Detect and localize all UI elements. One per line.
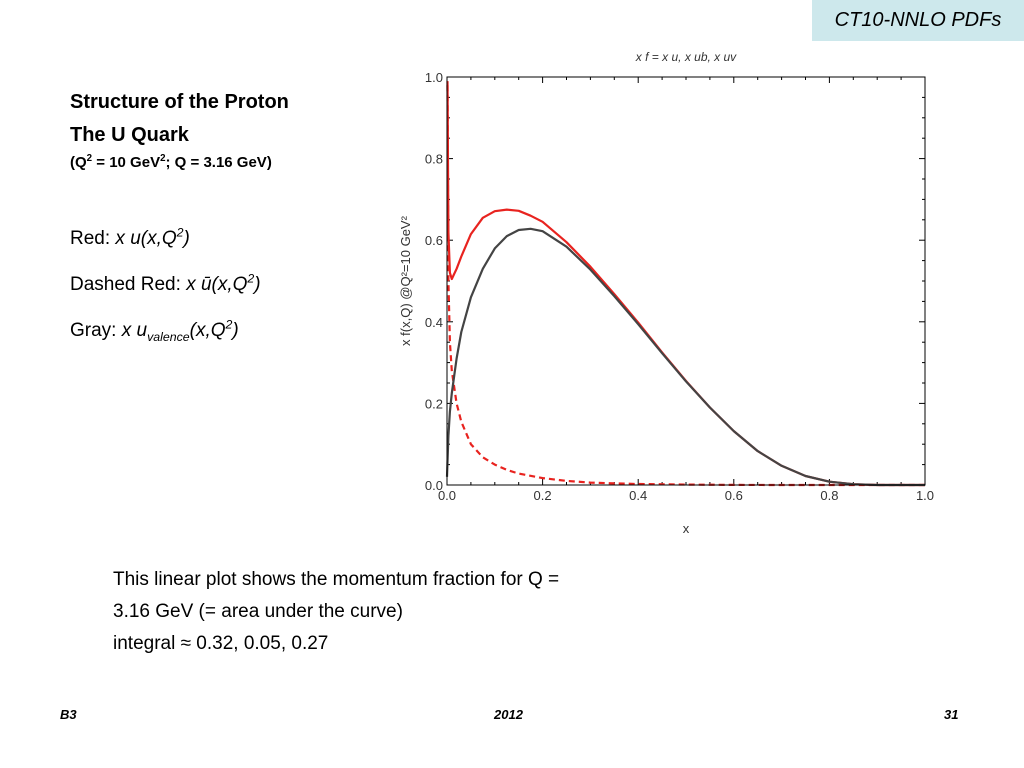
y-tick-label: 0.0 <box>425 478 443 493</box>
key-expr-text: x u <box>121 320 148 341</box>
key-expr-text: x u(x,Q <box>115 228 177 249</box>
key-sup: 2 <box>225 317 233 332</box>
y-tick-label: 0.6 <box>425 233 443 248</box>
x-tick-label: 1.0 <box>916 488 934 503</box>
series-line-1 <box>446 81 925 487</box>
key-expr: x u(x,Q2) <box>115 225 190 249</box>
footer-center: 2012 <box>494 707 523 722</box>
key-sup: 2 <box>247 271 255 286</box>
key-expr: x uvalence(x,Q2) <box>121 317 239 344</box>
y-axis-label: x f(x,Q) @Q²=10 GeV² <box>398 215 413 346</box>
header-tag: CT10-NNLO PDFs <box>812 0 1024 41</box>
key-expr: x ū(x,Q2) <box>186 271 261 295</box>
note-line: integral ≈ 0.32, 0.05, 0.27 <box>113 633 329 654</box>
curve-key: Red: x u(x,Q2) Dashed Red: x ū(x,Q2) Gra… <box>70 225 261 366</box>
x-tick-label: 0.0 <box>438 488 456 503</box>
key-expr-text: (x,Q <box>189 320 226 341</box>
x-tick-label: 0.4 <box>629 488 647 503</box>
x-axis-label: x <box>683 521 690 536</box>
key-label: Red: <box>70 228 116 249</box>
key-close: ) <box>183 228 190 249</box>
plot-frame <box>446 76 926 486</box>
key-red: Red: x u(x,Q2) <box>70 225 261 274</box>
x-tick-label: 0.2 <box>534 488 552 503</box>
y-tick-label: 0.4 <box>425 315 443 330</box>
header-tag-text: CT10-NNLO PDFs <box>834 9 1002 31</box>
footer-page-number: 31 <box>944 707 959 722</box>
y-tick-label: 0.8 <box>425 152 443 167</box>
scale-note-part: = 10 GeV <box>92 154 161 171</box>
explanation-note: This linear plot shows the momentum frac… <box>113 564 559 660</box>
slide-title: Structure of the Proton <box>70 91 289 113</box>
key-label: Gray: <box>70 320 122 341</box>
key-label: Dashed Red: <box>70 274 187 295</box>
scale-note-part: (Q <box>70 154 87 171</box>
pdf-line-chart: x f = x u, x ub, x uv 0.0 0.2 0.4 0.6 0.8 1.0 0… <box>398 50 934 536</box>
scale-note-part: ; Q = 3.16 GeV) <box>165 154 272 171</box>
y-tick-label: 1.0 <box>425 70 443 85</box>
y-tick-label: 0.2 <box>425 396 443 411</box>
x-tick-label: 0.8 <box>820 488 838 503</box>
key-close: ) <box>232 320 239 341</box>
key-close: ) <box>254 274 261 295</box>
key-expr-text: x ū(x,Q <box>186 274 248 295</box>
scale-note-sup: 2 <box>86 153 93 164</box>
scale-note: (Q2 = 10 GeV2; Q = 3.16 GeV) <box>70 152 289 174</box>
key-gray: Gray: x uvalence(x,Q2) <box>70 317 261 366</box>
key-sup: 2 <box>176 225 184 240</box>
x-tick-label: 0.6 <box>725 488 743 503</box>
key-sub: valence <box>147 329 190 344</box>
title-block: Structure of the Proton The U Quark (Q2 … <box>70 86 289 174</box>
scale-note-sup: 2 <box>160 153 166 164</box>
note-line: This linear plot shows the momentum frac… <box>113 569 560 590</box>
key-dashed: Dashed Red: x ū(x,Q2) <box>70 271 261 320</box>
chart-title: x f = x u, x ub, x uv <box>635 50 737 64</box>
series-line-3 <box>445 227 925 487</box>
footer-left: B3 <box>60 707 77 722</box>
series-line-2 <box>446 85 925 487</box>
note-line: 3.16 GeV (= area under the curve) <box>113 601 403 622</box>
slide-subtitle: The U Quark <box>70 124 189 146</box>
